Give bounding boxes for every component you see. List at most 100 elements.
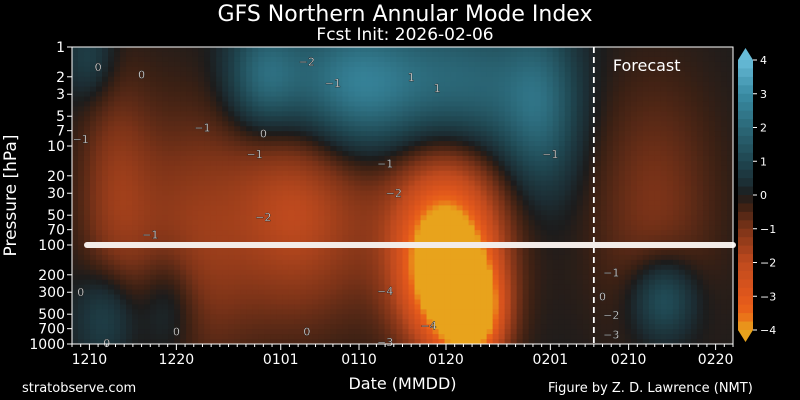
heatmap-cell bbox=[114, 131, 121, 137]
heatmap-cell bbox=[168, 81, 175, 88]
heatmap-cell bbox=[96, 150, 103, 157]
heatmap-cell bbox=[282, 66, 289, 73]
heatmap-cell bbox=[372, 294, 380, 301]
heatmap-cell bbox=[120, 220, 127, 226]
heatmap-cell bbox=[246, 131, 253, 137]
heatmap-cell bbox=[390, 91, 398, 98]
heatmap-cell bbox=[186, 259, 193, 266]
heatmap-cell bbox=[504, 175, 512, 182]
heatmap-cell bbox=[528, 91, 536, 98]
heatmap-cell bbox=[246, 324, 253, 330]
heatmap-cell bbox=[240, 180, 247, 187]
heatmap-cell bbox=[366, 279, 374, 286]
heatmap-cell bbox=[306, 91, 313, 98]
heatmap-cell bbox=[318, 200, 325, 206]
heatmap-cell bbox=[558, 106, 566, 112]
heatmap-cell bbox=[354, 71, 362, 78]
heatmap-cell bbox=[540, 131, 548, 137]
heatmap-cell bbox=[360, 319, 368, 325]
heatmap-cell bbox=[276, 116, 283, 122]
heatmap-cell bbox=[414, 160, 422, 167]
heatmap-cell bbox=[372, 220, 380, 226]
heatmap-cell bbox=[372, 121, 380, 127]
heatmap-cell bbox=[552, 274, 560, 281]
heatmap-cell bbox=[360, 185, 368, 192]
heatmap-cell bbox=[84, 66, 91, 73]
heatmap-cell bbox=[462, 304, 470, 310]
heatmap-cell bbox=[552, 126, 560, 132]
heatmap-cell bbox=[354, 274, 362, 281]
heatmap-cell bbox=[168, 170, 175, 177]
heatmap-cell bbox=[216, 150, 223, 157]
heatmap-cell bbox=[318, 249, 325, 256]
heatmap-cell bbox=[390, 86, 398, 93]
heatmap-cell bbox=[492, 106, 500, 112]
heatmap-cell bbox=[450, 106, 458, 112]
heatmap-cell bbox=[372, 309, 380, 315]
heatmap-cell bbox=[528, 47, 536, 53]
heatmap-cell bbox=[324, 146, 331, 152]
heatmap-cell bbox=[270, 334, 277, 340]
heatmap-cell bbox=[468, 254, 476, 261]
heatmap-cell bbox=[546, 106, 554, 112]
heatmap-cell bbox=[528, 279, 536, 286]
heatmap-cell bbox=[330, 294, 337, 301]
heatmap-cell bbox=[132, 160, 139, 167]
heatmap-cell bbox=[246, 284, 253, 291]
heatmap-cell bbox=[114, 180, 121, 187]
heatmap-cell bbox=[564, 56, 572, 63]
heatmap-cell bbox=[438, 185, 446, 192]
heatmap-cell bbox=[318, 324, 325, 330]
heatmap-cell bbox=[366, 106, 374, 112]
heatmap-cell bbox=[90, 175, 97, 182]
heatmap-cell bbox=[372, 66, 380, 73]
heatmap-cell bbox=[444, 141, 452, 147]
heatmap-cell bbox=[558, 259, 566, 266]
heatmap-cell bbox=[396, 249, 404, 256]
heatmap-cell bbox=[234, 106, 241, 112]
heatmap-cell bbox=[192, 56, 199, 63]
heatmap-cell bbox=[546, 329, 554, 335]
heatmap-cell bbox=[138, 101, 145, 107]
heatmap-cell bbox=[450, 190, 458, 197]
heatmap-cell bbox=[180, 249, 187, 256]
heatmap-cell bbox=[372, 91, 380, 98]
heatmap-cell bbox=[450, 254, 458, 261]
heatmap-cell bbox=[72, 205, 79, 211]
heatmap-cell bbox=[438, 269, 446, 276]
heatmap-cell bbox=[276, 165, 283, 172]
heatmap-cell bbox=[126, 160, 133, 167]
heatmap-cell bbox=[474, 254, 482, 261]
heatmap-cell bbox=[540, 329, 548, 335]
heatmap-cell bbox=[510, 289, 518, 296]
heatmap-cell bbox=[372, 86, 380, 93]
heatmap-cell bbox=[366, 175, 374, 182]
heatmap-cell bbox=[300, 150, 307, 157]
heatmap-cell bbox=[84, 249, 91, 256]
heatmap-cell bbox=[126, 165, 133, 172]
heatmap-cell bbox=[384, 111, 392, 117]
heatmap-cell bbox=[522, 225, 530, 231]
heatmap-cell bbox=[294, 86, 301, 93]
heatmap-cell bbox=[528, 304, 536, 310]
heatmap-cell bbox=[300, 289, 307, 296]
heatmap-cell bbox=[276, 299, 283, 305]
heatmap-cell bbox=[474, 66, 482, 73]
heatmap-cell bbox=[252, 249, 259, 256]
heatmap-cell bbox=[396, 146, 404, 152]
heatmap-cell bbox=[546, 254, 554, 261]
heatmap-cell bbox=[486, 160, 494, 167]
heatmap-cell bbox=[246, 299, 253, 305]
heatmap-cell bbox=[96, 190, 103, 197]
heatmap-cell bbox=[444, 314, 452, 320]
heatmap-cell bbox=[72, 66, 79, 73]
heatmap-cell bbox=[468, 170, 476, 177]
heatmap-cell bbox=[462, 136, 470, 142]
heatmap-cell bbox=[258, 66, 265, 73]
heatmap-cell bbox=[510, 249, 518, 256]
heatmap-cell bbox=[348, 91, 356, 98]
heatmap-cell bbox=[336, 155, 344, 162]
heatmap-cell bbox=[258, 230, 265, 236]
heatmap-cell bbox=[420, 259, 428, 266]
heatmap-cell bbox=[348, 51, 356, 58]
